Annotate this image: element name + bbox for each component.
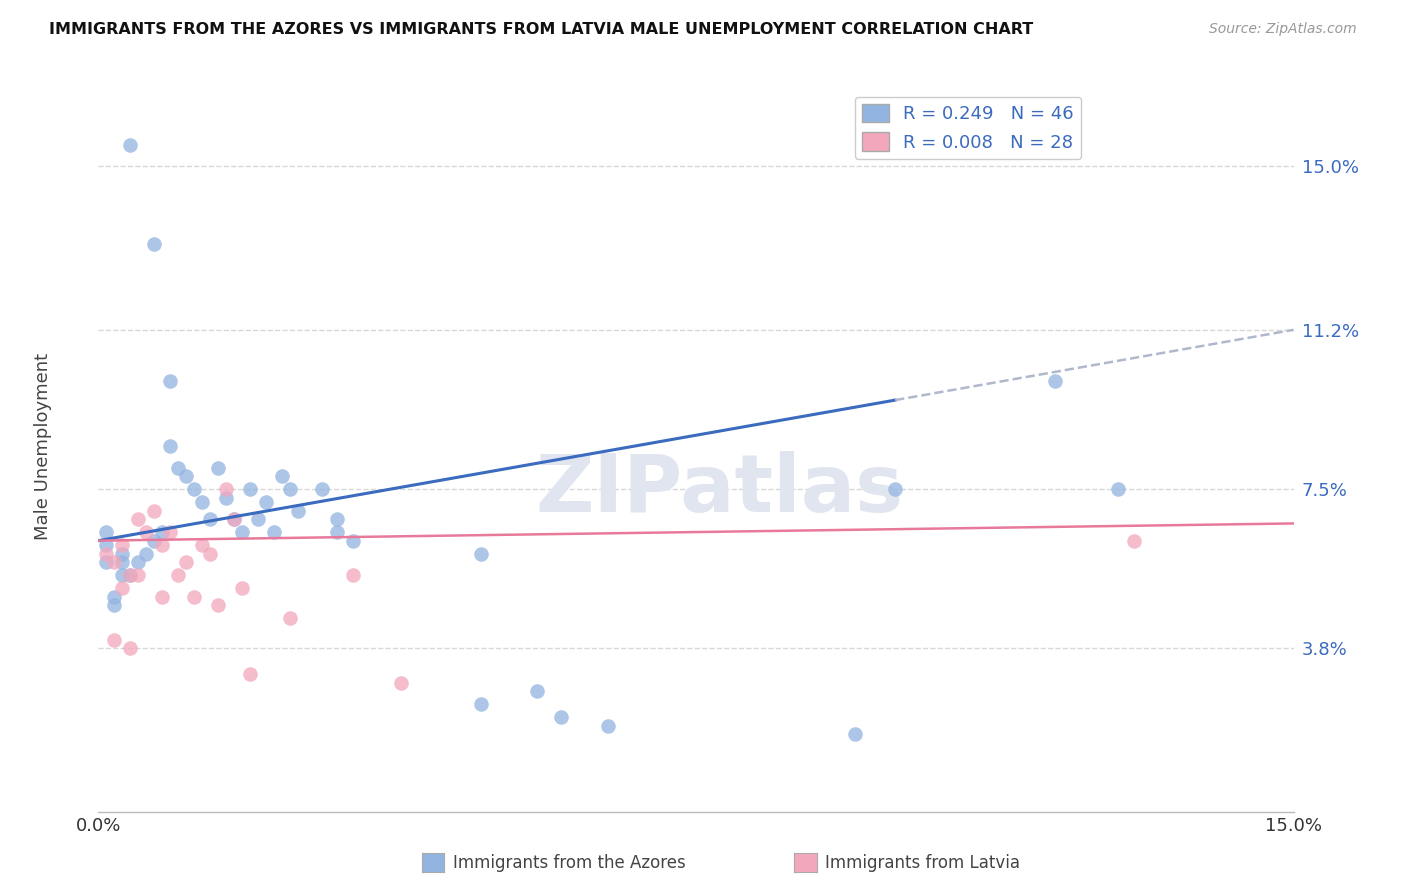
Point — [389, 675, 412, 690]
Point — [111, 538, 134, 552]
Point — [326, 512, 349, 526]
Text: Source: ZipAtlas.com: Source: ZipAtlas.com — [1209, 22, 1357, 37]
Point — [174, 555, 197, 569]
Point — [1043, 375, 1066, 389]
Point — [183, 482, 205, 496]
Point — [198, 547, 221, 561]
Point — [96, 538, 118, 552]
Point — [111, 547, 134, 561]
Point — [111, 568, 134, 582]
Point — [103, 598, 125, 612]
Point — [127, 568, 149, 582]
Point — [103, 555, 125, 569]
Point — [150, 524, 173, 539]
Text: Immigrants from Latvia: Immigrants from Latvia — [825, 854, 1021, 871]
Point — [550, 710, 572, 724]
Point — [143, 503, 166, 517]
Point — [135, 524, 157, 539]
Point — [167, 460, 190, 475]
Point — [222, 512, 245, 526]
Point — [231, 524, 253, 539]
Point — [127, 555, 149, 569]
Point — [342, 568, 364, 582]
Point — [127, 512, 149, 526]
Point — [263, 524, 285, 539]
Point — [198, 512, 221, 526]
Point — [150, 590, 173, 604]
Point — [120, 641, 142, 656]
Point — [191, 495, 214, 509]
Point — [246, 512, 269, 526]
Point — [844, 727, 866, 741]
Point — [278, 482, 301, 496]
Point — [231, 581, 253, 595]
Point — [135, 547, 157, 561]
Point — [120, 568, 142, 582]
Point — [278, 611, 301, 625]
Point — [150, 538, 173, 552]
Point — [470, 697, 492, 711]
Point — [120, 137, 142, 152]
Point — [183, 590, 205, 604]
Point — [470, 547, 492, 561]
Point — [111, 581, 134, 595]
Point — [598, 719, 620, 733]
Point — [215, 491, 238, 505]
Y-axis label: Male Unemployment: Male Unemployment — [34, 352, 52, 540]
Point — [326, 524, 349, 539]
Point — [287, 503, 309, 517]
Legend: R = 0.249   N = 46, R = 0.008   N = 28: R = 0.249 N = 46, R = 0.008 N = 28 — [855, 96, 1081, 159]
Point — [96, 524, 118, 539]
Point — [159, 375, 181, 389]
Point — [96, 555, 118, 569]
Point — [103, 632, 125, 647]
Point — [884, 482, 907, 496]
Point — [111, 555, 134, 569]
Point — [167, 568, 190, 582]
Point — [207, 598, 229, 612]
Text: IMMIGRANTS FROM THE AZORES VS IMMIGRANTS FROM LATVIA MALE UNEMPLOYMENT CORRELATI: IMMIGRANTS FROM THE AZORES VS IMMIGRANTS… — [49, 22, 1033, 37]
Point — [222, 512, 245, 526]
Point — [143, 533, 166, 548]
Text: Immigrants from the Azores: Immigrants from the Azores — [453, 854, 686, 871]
Point — [239, 667, 262, 681]
Point — [342, 533, 364, 548]
Point — [239, 482, 262, 496]
Point — [207, 460, 229, 475]
Point — [96, 547, 118, 561]
Point — [143, 236, 166, 251]
Point — [1123, 533, 1146, 548]
Point — [215, 482, 238, 496]
Point — [120, 568, 142, 582]
Point — [103, 590, 125, 604]
Point — [174, 469, 197, 483]
Point — [526, 684, 548, 698]
Point — [254, 495, 277, 509]
Point — [270, 469, 292, 483]
Point — [159, 439, 181, 453]
Point — [159, 524, 181, 539]
Point — [191, 538, 214, 552]
Point — [1107, 482, 1129, 496]
Text: ZIPatlas: ZIPatlas — [536, 450, 904, 529]
Point — [311, 482, 333, 496]
